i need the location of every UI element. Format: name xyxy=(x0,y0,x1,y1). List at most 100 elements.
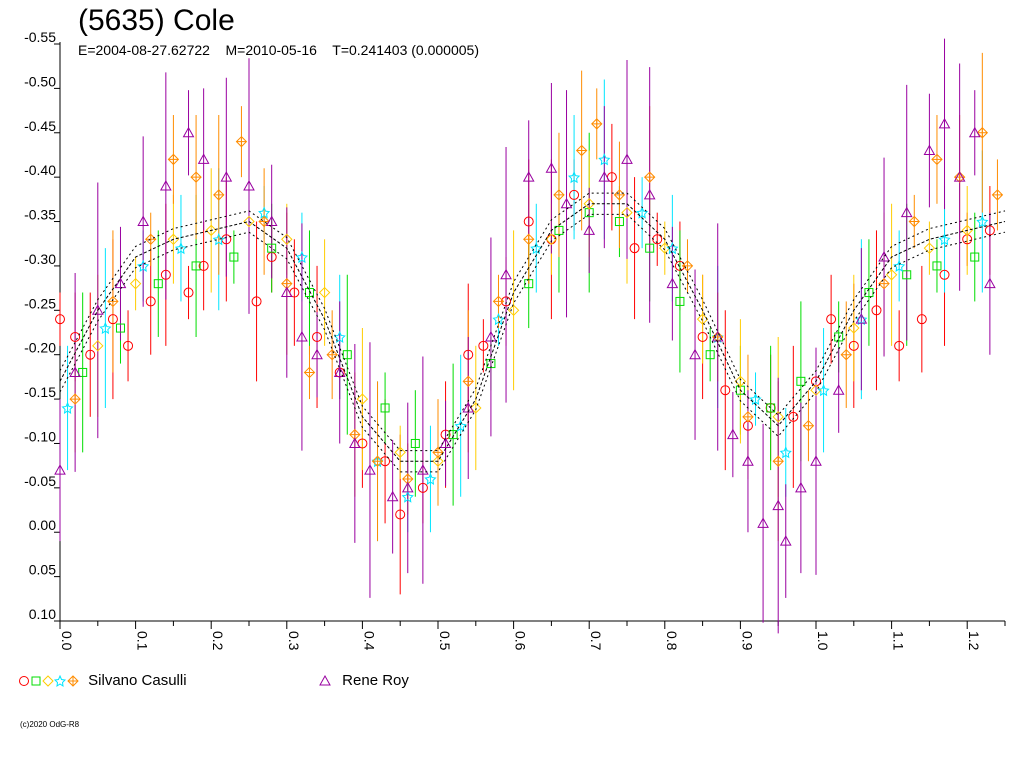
data-point xyxy=(123,340,134,351)
data-point xyxy=(545,162,558,173)
legend-label-casulli: Silvano Casulli xyxy=(88,672,187,689)
data-point xyxy=(371,455,384,467)
data-point xyxy=(304,288,314,298)
data-point xyxy=(213,189,225,201)
data-point xyxy=(614,217,624,227)
data-point xyxy=(295,250,308,264)
data-point xyxy=(478,340,489,351)
data-point xyxy=(145,233,157,245)
data-point xyxy=(802,420,815,432)
data-point xyxy=(643,171,656,183)
data-point xyxy=(916,314,927,325)
data-point xyxy=(114,277,127,289)
data-point xyxy=(470,402,482,414)
data-point xyxy=(598,171,611,182)
data-point xyxy=(757,517,769,528)
data-point xyxy=(507,304,520,317)
data-point xyxy=(938,233,951,246)
data-point xyxy=(968,126,981,138)
data-point xyxy=(652,234,663,245)
chart-title: (5635) Cole xyxy=(78,4,235,37)
x-tick-label: 0.1 xyxy=(135,631,151,651)
data-point xyxy=(621,206,633,219)
data-point xyxy=(417,482,428,493)
data-point xyxy=(267,243,277,253)
data-point xyxy=(569,189,580,200)
data-point xyxy=(258,215,270,228)
data-point xyxy=(720,385,731,396)
data-point xyxy=(174,241,188,255)
data-point xyxy=(85,349,96,360)
data-point xyxy=(454,419,467,432)
y-tick-label: -0.45 xyxy=(24,118,56,134)
data-point xyxy=(734,375,747,388)
data-point xyxy=(583,198,595,210)
data-point xyxy=(568,170,581,184)
data-point xyxy=(796,376,806,386)
data-point xyxy=(197,153,210,164)
data-point xyxy=(221,234,232,245)
data-point xyxy=(932,261,942,271)
x-tick-label: 1.1 xyxy=(891,631,907,651)
data-point xyxy=(159,180,172,191)
data-point xyxy=(312,331,323,342)
fit-curve xyxy=(59,203,1006,462)
data-point xyxy=(167,233,180,245)
data-point xyxy=(726,428,739,440)
data-point xyxy=(689,348,701,360)
data-point xyxy=(643,188,656,200)
data-point xyxy=(524,279,534,289)
data-point xyxy=(145,296,156,307)
data-point xyxy=(810,455,822,466)
data-point xyxy=(666,277,679,289)
data-point xyxy=(364,464,376,475)
data-point xyxy=(923,144,936,156)
data-point xyxy=(182,126,195,138)
y-tick-label: -0.30 xyxy=(24,251,56,267)
data-point xyxy=(54,464,66,475)
data-point xyxy=(380,403,390,413)
data-point xyxy=(205,224,217,237)
data-point xyxy=(742,455,754,466)
data-point xyxy=(871,305,882,316)
data-point xyxy=(386,490,399,502)
data-point xyxy=(900,206,913,218)
data-point xyxy=(183,287,194,298)
data-point xyxy=(432,446,444,459)
data-point xyxy=(303,366,316,379)
data-point xyxy=(645,243,655,253)
data-point xyxy=(198,260,209,271)
data-point xyxy=(840,348,852,361)
data-point xyxy=(855,313,868,324)
data-point xyxy=(772,455,784,467)
x-tick-label: 0.6 xyxy=(513,631,529,651)
data-point xyxy=(976,215,989,228)
data-point xyxy=(348,437,361,448)
y-tick-label: -0.10 xyxy=(24,428,56,444)
data-point xyxy=(243,180,255,191)
data-point xyxy=(810,384,822,396)
y-tick-label: 0.00 xyxy=(29,517,56,533)
x-tick-label: 1.2 xyxy=(966,631,982,651)
data-point xyxy=(99,321,112,335)
data-point xyxy=(432,455,444,467)
data-point xyxy=(976,127,989,139)
data-point xyxy=(394,446,406,459)
data-point xyxy=(167,153,180,166)
data-point xyxy=(448,430,458,440)
x-tick-label: 0.8 xyxy=(664,631,680,651)
data-point xyxy=(554,225,564,235)
data-point xyxy=(766,403,776,413)
data-point xyxy=(834,332,844,342)
data-point xyxy=(894,340,905,351)
data-point xyxy=(318,286,331,299)
data-point xyxy=(258,206,271,219)
data-point xyxy=(462,375,474,388)
data-point xyxy=(342,350,352,360)
data-point xyxy=(545,233,558,245)
x-tick-label: 0.5 xyxy=(437,631,453,651)
data-point xyxy=(522,171,535,182)
data-point xyxy=(772,411,784,423)
data-point xyxy=(326,348,338,361)
